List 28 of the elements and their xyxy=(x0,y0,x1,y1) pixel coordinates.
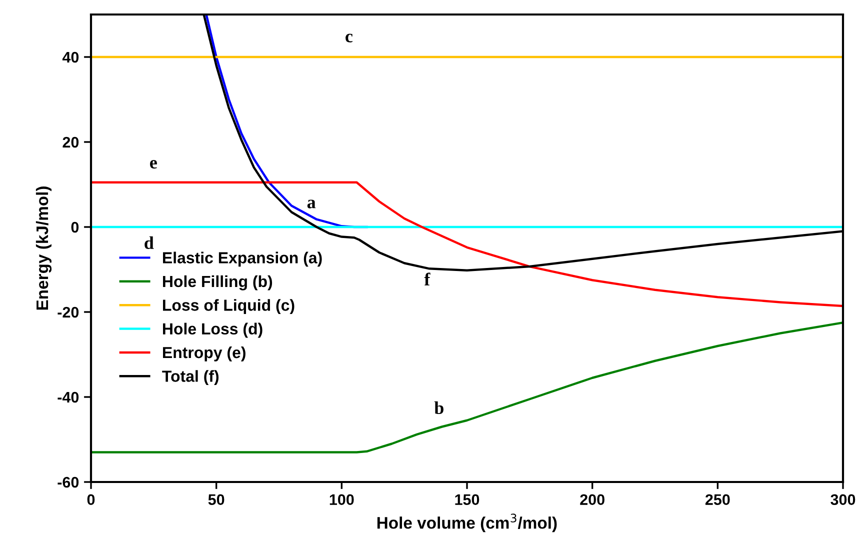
x-axis-title: Hole volume (cm$^{3}$/mol) xyxy=(377,514,557,532)
annotation: c xyxy=(346,34,352,42)
legend-label: Elastic Expansion (a) xyxy=(163,252,322,267)
legend-label: Hole Filling (b) xyxy=(163,275,272,290)
x-tick-label: 50 xyxy=(208,494,224,506)
legend-label: Hole Loss (d) xyxy=(163,322,262,338)
x-tick-label: 300 xyxy=(830,494,856,506)
y-tick-label: 20 xyxy=(62,136,79,148)
x-tick-label: 150 xyxy=(455,494,480,506)
annotation: f xyxy=(424,272,430,286)
y-axis-title: Energy (kJ/mol) xyxy=(36,186,52,310)
line-series xyxy=(91,322,843,454)
annotation: a xyxy=(307,200,316,208)
y-tick-label: 40 xyxy=(62,52,79,63)
legend-label: Entropy (e) xyxy=(163,346,246,362)
annotation: b xyxy=(434,401,444,414)
legend-label: Total (f) xyxy=(162,370,219,386)
x-tick-label: 0 xyxy=(87,494,95,506)
x-tick-label: 200 xyxy=(580,494,604,506)
y-tick-label: -20 xyxy=(58,306,79,318)
y-tick-label: -40 xyxy=(58,392,79,403)
y-tick-label: 0 xyxy=(71,222,79,233)
y-tick-label: -60 xyxy=(58,476,79,488)
annotation: d xyxy=(144,236,154,250)
x-tick-label: 100 xyxy=(330,494,354,506)
legend-label: Loss of Liquid (c) xyxy=(163,299,294,314)
x-tick-label: 250 xyxy=(705,494,730,506)
annotation: e xyxy=(150,160,157,169)
